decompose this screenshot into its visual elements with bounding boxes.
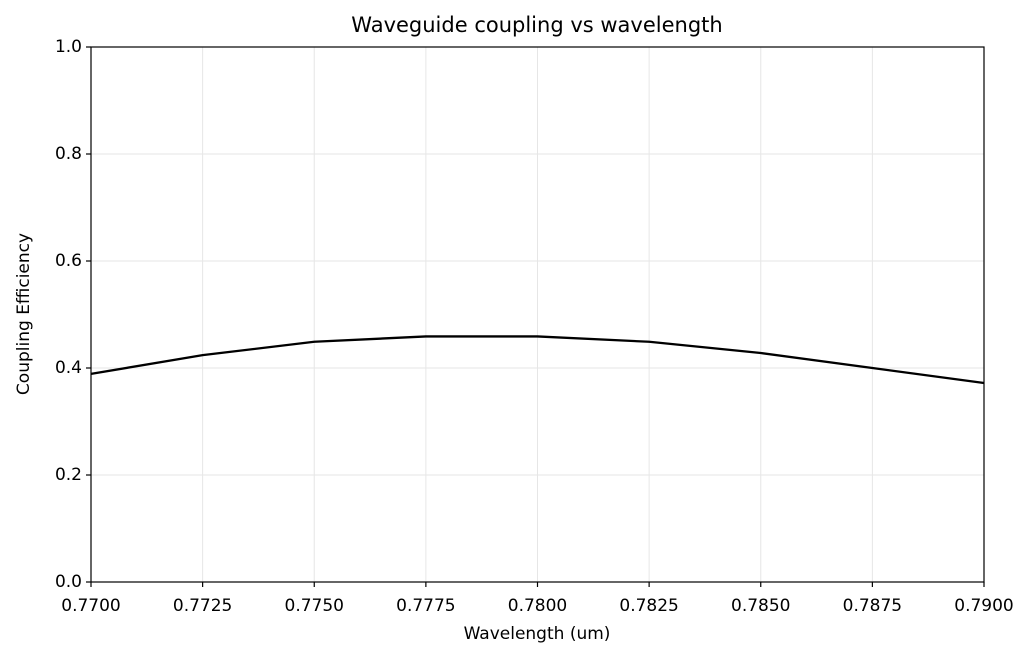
x-tick-label: 0.7700	[61, 596, 120, 616]
x-axis-label: Wavelength (um)	[464, 624, 611, 644]
plot-frame	[90, 46, 985, 583]
y-axis-label: Coupling Efficiency	[14, 233, 34, 395]
x-tick-label: 0.7825	[619, 596, 678, 616]
x-tick-label: 0.7875	[843, 596, 902, 616]
y-tick-label: 0.6	[55, 251, 82, 271]
x-tick-label: 0.7850	[731, 596, 790, 616]
chart-title: Waveguide coupling vs wavelength	[351, 13, 722, 37]
x-tick-label: 0.7750	[285, 596, 344, 616]
x-tick-label: 0.7725	[173, 596, 232, 616]
y-tick-label: 1.0	[55, 37, 82, 57]
x-tick-label: 0.7800	[508, 596, 567, 616]
data-line	[90, 335, 985, 385]
y-tick-label: 0.2	[55, 465, 82, 485]
y-tick-label: 0.4	[55, 358, 82, 378]
y-tick-label: 0.8	[55, 144, 82, 164]
x-tick-label: 0.7775	[396, 596, 455, 616]
y-tick-label: 0.0	[55, 572, 82, 592]
x-tick-label: 0.7900	[954, 596, 1013, 616]
